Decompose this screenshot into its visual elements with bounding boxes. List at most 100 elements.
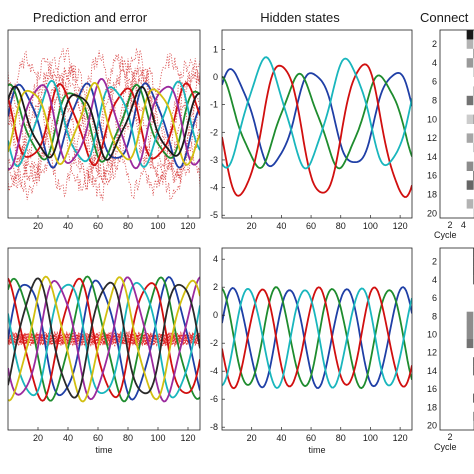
heatmap-cell	[440, 348, 447, 358]
y-tick-label: 6	[432, 293, 437, 303]
heatmap-cell	[446, 339, 454, 349]
heatmap-cell	[440, 114, 447, 125]
heatmap-cell	[460, 124, 467, 134]
series-line	[8, 277, 200, 399]
x-tick-label: 20	[33, 221, 43, 231]
heatmap-cell	[440, 30, 447, 40]
heatmap-cell	[453, 105, 461, 115]
error-trace	[8, 67, 200, 180]
y-tick-label: 0	[213, 72, 218, 82]
heatmap-cell	[453, 311, 461, 322]
series-line	[222, 63, 412, 198]
heatmap-cell	[460, 311, 467, 322]
heatmap-cell	[446, 152, 454, 162]
heatmap-cell	[466, 302, 474, 312]
series-line	[8, 277, 200, 402]
title-connect: Connect	[420, 10, 469, 25]
heatmap-cell	[440, 171, 447, 181]
series-line	[8, 276, 200, 401]
heatmap-cell	[466, 48, 474, 59]
heatmap-cell	[453, 384, 461, 394]
x-axis-label: Cycle	[434, 442, 457, 452]
heatmap-cell	[440, 86, 447, 97]
plot-area	[8, 47, 200, 201]
heatmap-cell	[466, 30, 474, 40]
heatmap-cell	[446, 329, 454, 340]
heatmap-cell	[466, 58, 474, 68]
x-tick-label: 120	[393, 433, 408, 443]
heatmap-cell	[453, 180, 461, 191]
heatmap-cell	[453, 393, 461, 403]
heatmap-cell	[446, 86, 454, 97]
heatmap-cell	[440, 180, 447, 191]
heatmap-cell	[460, 77, 467, 87]
heatmap-cell	[446, 180, 454, 191]
y-tick-label: 1	[213, 44, 218, 54]
heatmap-cell	[466, 375, 474, 385]
heatmap-cell	[466, 77, 474, 87]
y-tick-label: -5	[210, 210, 218, 220]
heatmap-cell	[453, 208, 461, 219]
heatmap-cell	[453, 39, 461, 50]
x-tick-label: 80	[336, 221, 346, 231]
heatmap-cell	[453, 248, 461, 258]
heatmap-cell	[440, 105, 447, 115]
heatmap-cell	[453, 357, 461, 367]
heatmap-cell	[466, 133, 474, 144]
heatmap-cell	[440, 284, 447, 294]
heatmap-cell	[440, 420, 447, 431]
error-trace	[8, 330, 200, 346]
heatmap-cell	[453, 30, 461, 40]
heatmap-cell	[460, 320, 467, 331]
heatmap-cell	[453, 329, 461, 340]
series-line	[8, 276, 200, 403]
axes-frame	[439, 29, 474, 219]
panel-bottom-left: 20 40 60 80 100 120 time	[7, 247, 201, 455]
series-line	[8, 83, 200, 163]
heatmap-cell	[446, 402, 454, 413]
heatmap-cell	[466, 161, 474, 172]
heatmap-cell	[440, 402, 447, 413]
y-tick-label: -4	[210, 366, 218, 376]
heatmap-cell	[453, 114, 461, 125]
x-tick-label: 60	[306, 221, 316, 231]
y-tick-label: 0	[213, 310, 218, 320]
heatmap-cell	[460, 152, 467, 162]
heatmap-cell	[466, 284, 474, 294]
heatmap-cell	[466, 402, 474, 413]
heatmap-cell	[466, 95, 474, 106]
heatmap-cell	[453, 275, 461, 285]
heatmap-cell	[446, 133, 454, 144]
heatmap-cell	[466, 180, 474, 191]
heatmap-cell	[453, 161, 461, 172]
heatmap-cell	[460, 375, 467, 385]
heatmap-cell	[440, 293, 447, 303]
heatmap-cell	[446, 320, 454, 331]
heatmap-cell	[446, 384, 454, 394]
heatmap-cell	[453, 95, 461, 106]
heatmap-cell	[460, 189, 467, 200]
heatmap-cell	[446, 39, 454, 50]
heatmap-cell	[460, 302, 467, 312]
plot-area	[8, 275, 200, 403]
heatmap-cell	[460, 58, 467, 68]
heatmap-cell	[446, 266, 454, 276]
y-tick-label: -2	[210, 338, 218, 348]
heatmap-cell	[466, 420, 474, 431]
heatmap-cell	[466, 114, 474, 125]
heatmap-cell	[460, 275, 467, 285]
heatmap-cell	[466, 275, 474, 285]
heatmap-cell	[460, 339, 467, 349]
x-axis-label: time	[95, 445, 112, 455]
error-trace	[8, 50, 200, 199]
heatmap-cell	[440, 375, 447, 385]
panel-top-middle: 20 40 60 80 100 120 1 0 -1 -2 -3 -4 -5	[210, 29, 413, 231]
x-tick-label: 60	[93, 221, 103, 231]
x-tick-label: 2	[447, 432, 452, 442]
heatmap-cell	[460, 284, 467, 294]
x-tick-label: 100	[363, 221, 378, 231]
heatmap-cell	[466, 67, 474, 78]
